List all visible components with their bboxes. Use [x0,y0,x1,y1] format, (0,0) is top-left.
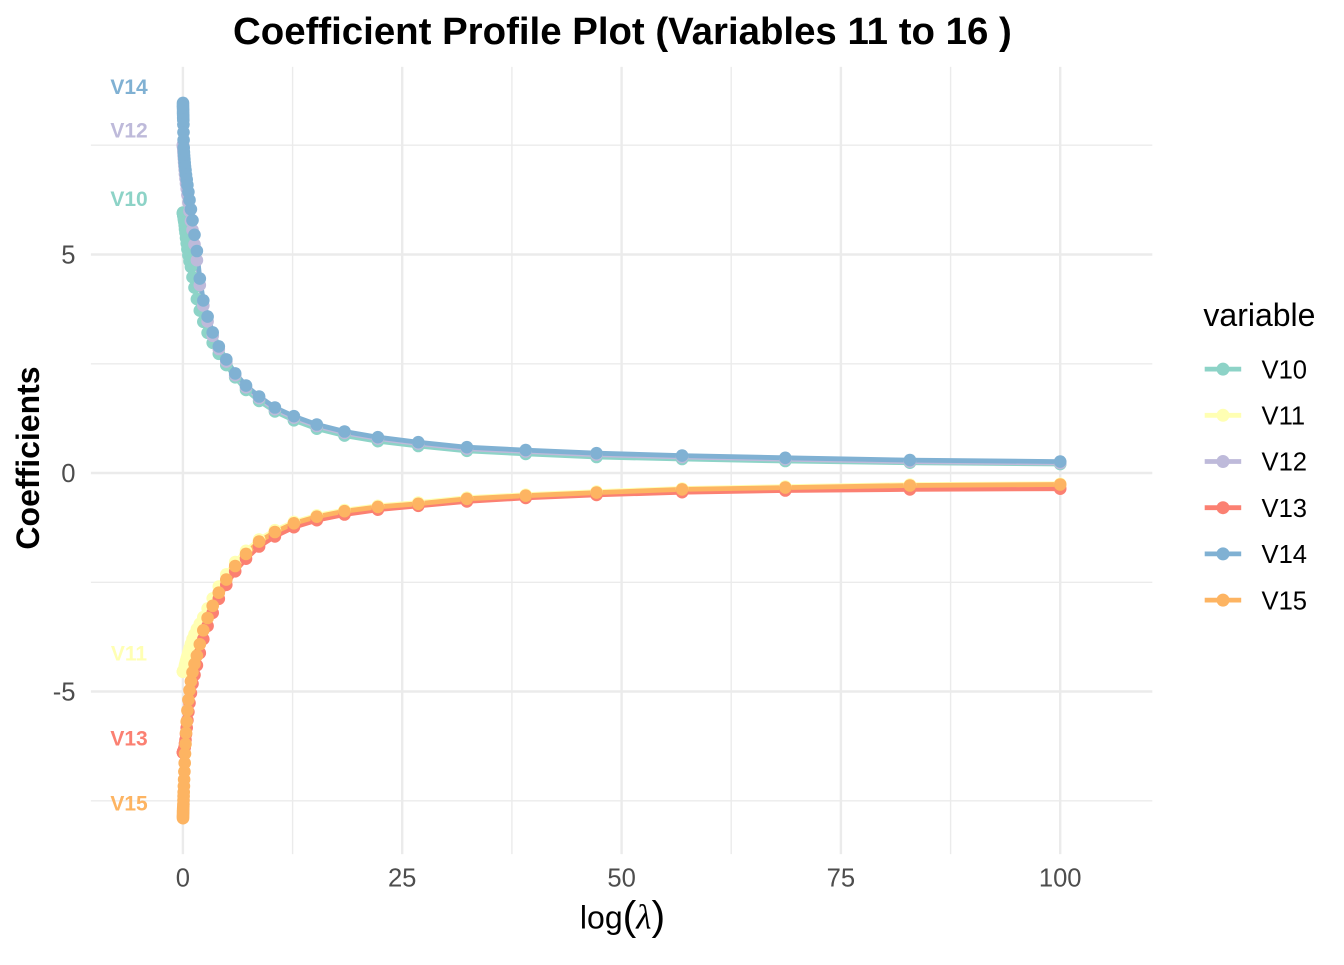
svg-text:V14: V14 [110,76,148,99]
svg-text:V10: V10 [1262,356,1308,384]
svg-text:V10: V10 [110,188,147,211]
svg-text:75: 75 [827,865,855,893]
svg-text:Coefficients: Coefficients [10,366,46,549]
svg-text:V12: V12 [1262,449,1308,477]
svg-text:0: 0 [61,460,75,488]
svg-text:V11: V11 [111,643,148,666]
svg-text:variable: variable [1203,297,1315,333]
svg-text:V15: V15 [110,793,148,816]
svg-text:V11: V11 [1262,402,1306,430]
svg-text:Coefficient Profile Plot (Vari: Coefficient Profile Plot (Variables 11 t… [233,10,1012,53]
svg-text:100: 100 [1039,865,1082,893]
svg-text:25: 25 [388,865,416,893]
svg-text:5: 5 [61,242,75,270]
svg-text:log(λ): log(λ) [580,893,665,939]
svg-text:V12: V12 [110,120,147,143]
svg-text:V15: V15 [1262,587,1308,615]
svg-text:0: 0 [176,865,190,893]
svg-text:V14: V14 [1262,541,1308,569]
svg-text:-5: -5 [53,679,76,707]
svg-text:V13: V13 [110,728,147,751]
svg-text:V13: V13 [1262,495,1308,523]
svg-text:50: 50 [607,865,635,893]
